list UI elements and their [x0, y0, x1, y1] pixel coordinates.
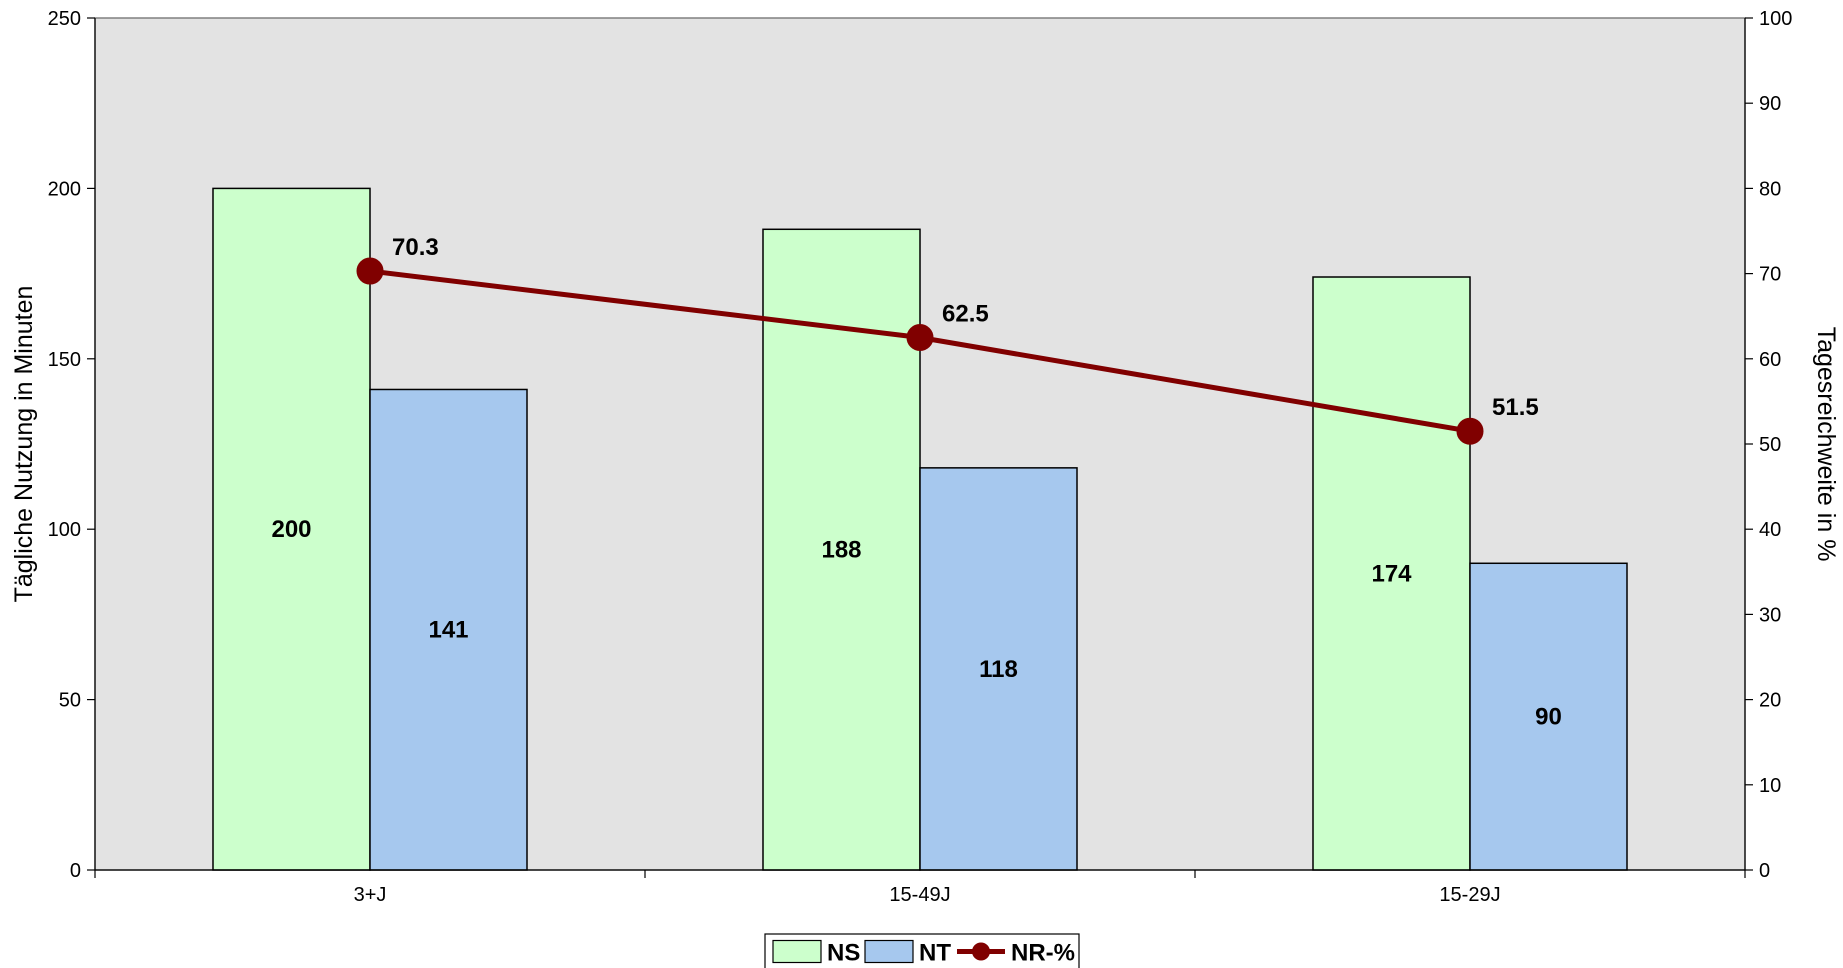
- bar-ns: [1312, 276, 1471, 871]
- y-tick-label-right: 10: [1759, 775, 1781, 797]
- labels-layer: 200 141 188 118 174 90 70.3 62.5 51.5: [271, 234, 1561, 731]
- bars-layer: [212, 187, 1628, 871]
- line-point: [1456, 417, 1484, 445]
- legend-label: NR-%: [1011, 940, 1075, 967]
- y-tick-label-left: 150: [48, 349, 81, 371]
- y-tick-label-right: 40: [1759, 519, 1781, 541]
- y-tick-label-right: 100: [1759, 8, 1792, 30]
- bar-value-label: 200: [271, 516, 311, 543]
- legend-label: NS: [827, 940, 860, 967]
- x-tick-label: 15-49J: [889, 884, 950, 906]
- x-tick-label: 3+J: [354, 884, 387, 906]
- legend-marker: [972, 942, 990, 961]
- y-tick-label-right: 80: [1759, 178, 1781, 200]
- y-tick-label-right: 70: [1759, 264, 1781, 286]
- axes-layer: 0 50 100 150 200 250 0 10 20 30 40 50 60 70 80 90 100 3+J…: [48, 8, 1793, 906]
- y-tick-label-right: 0: [1759, 860, 1770, 882]
- bar-value-label: 174: [1371, 561, 1412, 588]
- bar-value-label: 188: [821, 537, 861, 564]
- y-tick-label-left: 250: [48, 8, 81, 30]
- bar-value-label: 118: [979, 656, 1018, 683]
- legend-label: NT: [919, 940, 951, 967]
- bar-ns: [212, 187, 371, 871]
- y-tick-label-right: 60: [1759, 349, 1781, 371]
- y-tick-label-right: 90: [1759, 93, 1781, 115]
- line-point: [906, 324, 934, 351]
- y-tick-label-right: 20: [1759, 690, 1781, 712]
- y-axis-left-title: Tägliche Nutzung in Minuten: [10, 286, 38, 603]
- line-value-label: 62.5: [942, 301, 989, 328]
- line-point: [356, 257, 384, 285]
- y-tick-label-right: 30: [1759, 604, 1781, 626]
- line-value-label: 51.5: [1492, 394, 1539, 421]
- y-tick-label-left: 200: [48, 178, 81, 200]
- y-tick-label-left: 50: [59, 690, 81, 712]
- bar-nt: [369, 388, 528, 871]
- line-layer: [356, 257, 1484, 445]
- line-value-label: 70.3: [392, 234, 439, 261]
- y-axis-right-title: Tagesreichweite in %: [1812, 327, 1840, 562]
- bar-value-label: 141: [428, 617, 468, 644]
- bar-value-label: 90: [1535, 704, 1562, 731]
- y-tick-label-right: 50: [1759, 434, 1781, 456]
- x-tick-label: 15-29J: [1439, 884, 1500, 906]
- y-tick-label-left: 100: [48, 519, 81, 541]
- y-tick-label-left: 0: [70, 860, 81, 882]
- legend: NS NT NR-%: [764, 933, 1080, 968]
- legend-swatch-ns: [772, 939, 822, 964]
- legend-swatch-nt: [864, 939, 914, 964]
- bar-nt: [919, 467, 1078, 871]
